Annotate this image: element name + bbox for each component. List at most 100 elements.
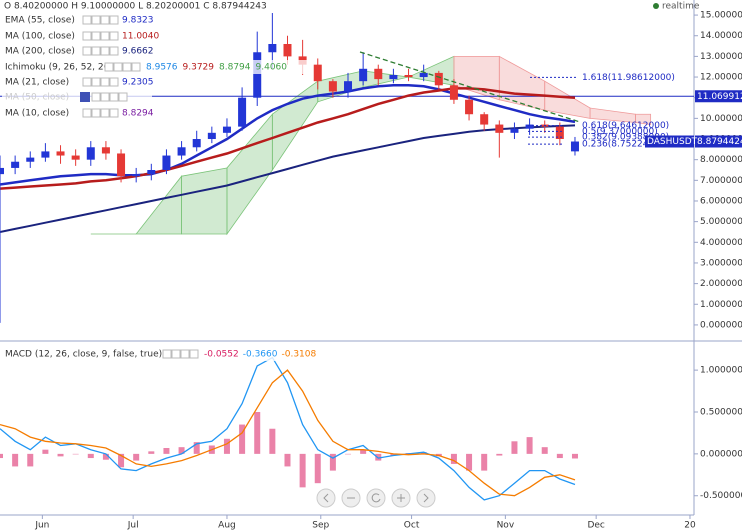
macd-line (0, 356, 576, 501)
candle-body (253, 52, 262, 98)
legend-icon (100, 46, 110, 56)
histogram-bar (284, 453, 291, 467)
candle-body (177, 147, 186, 156)
candle-body (192, 139, 201, 148)
legend-icon (91, 92, 101, 102)
candle-body (510, 128, 519, 133)
candle-body (359, 68, 368, 82)
macd-title: MACD (12, 26, close, 9, false, true) (5, 350, 162, 360)
legend-icon (82, 77, 92, 87)
histogram-bar (148, 451, 155, 454)
histogram-bar (360, 449, 367, 454)
legend-name: Ichimoku (9, 26, 52, 26) (5, 63, 113, 73)
candle-body (328, 81, 337, 92)
candle-body (344, 81, 353, 92)
histogram-bar (27, 453, 34, 467)
candle-body (555, 126, 564, 140)
x-tick-label: Jul (127, 521, 139, 531)
fib-label: 1.618(11.98612000) (582, 73, 675, 83)
legend-icon (109, 31, 119, 41)
histogram-bar (118, 453, 125, 468)
legend-value: 9.4060 (256, 63, 288, 73)
x-tick-label: 20 (684, 521, 696, 531)
legend-icon (80, 92, 90, 102)
legend-value: 9.8323 (122, 16, 154, 26)
scroll-right-button[interactable] (416, 488, 436, 508)
scroll-left-button[interactable] (316, 488, 336, 508)
legend-icon (82, 15, 92, 25)
candle-body (404, 74, 413, 78)
legend-value: 9.2305 (122, 78, 154, 88)
candle-body (495, 124, 504, 133)
legend-icon (122, 62, 132, 72)
legend-name: MA (100, close) (5, 32, 75, 42)
status-label: realtime (662, 2, 700, 12)
legend-icon (131, 62, 141, 72)
trend-line (359, 51, 581, 123)
y-tick-label: 6.00000000 (700, 196, 742, 206)
histogram-bar (450, 453, 457, 464)
x-tick-label: Sep (312, 521, 329, 531)
histogram-bar (496, 453, 503, 456)
histogram-bar (526, 437, 533, 454)
candle-body (71, 155, 80, 160)
reset-button[interactable] (366, 488, 386, 508)
legend-name: MA (50, close) (5, 93, 69, 103)
histogram-bar (390, 453, 397, 456)
y-tick-label: 4.00000000 (700, 238, 742, 248)
candle-body (374, 68, 383, 80)
histogram-bar (12, 453, 19, 467)
candle-body (0, 167, 4, 175)
zoom-out-button[interactable] (341, 488, 361, 508)
candle-body (41, 151, 50, 158)
y-tick-label: 3.00000000 (700, 258, 742, 268)
histogram-bar (314, 453, 321, 484)
zoom-in-button[interactable] (391, 488, 411, 508)
histogram-bar (193, 442, 200, 454)
histogram-bar (299, 453, 306, 488)
legend-icon (91, 77, 101, 87)
cloud-segment (181, 167, 228, 235)
legend-name: MA (21, close) (5, 78, 69, 88)
candle-body (313, 64, 322, 82)
candle-body (449, 85, 458, 100)
legend-icon (109, 15, 119, 25)
y-tick-label: 8.00000000 (700, 155, 742, 165)
legend-icon (171, 349, 181, 359)
histogram-bar (239, 424, 246, 454)
candle-body (11, 161, 20, 168)
legend-value: 9.6662 (122, 47, 154, 57)
histogram-bar (345, 453, 352, 455)
histogram-bar (72, 453, 79, 455)
histogram-bar (0, 453, 3, 459)
legend-icon (113, 62, 123, 72)
fib-label: 0.382(9.09388000) (582, 133, 669, 143)
candle-body (117, 153, 126, 177)
legend-value: -0.3108 (282, 350, 317, 360)
legend-value: 11.0040 (122, 32, 159, 42)
legend-icon (100, 92, 110, 102)
candle-body (132, 174, 141, 177)
symbol-label: DASHUSDT (647, 137, 698, 147)
candle-body (480, 114, 489, 125)
candle-body (465, 99, 474, 115)
candle-body (147, 170, 156, 175)
legend-icon (82, 46, 92, 56)
histogram-bar (329, 453, 336, 471)
y-tick-label: 12.0000000 (700, 73, 742, 83)
price-line-label: 11.0699121 (697, 92, 742, 102)
histogram-bar (269, 428, 276, 454)
legend-icon (118, 92, 128, 102)
y-tick-label: 14.0000000 (700, 31, 742, 41)
legend-icon (109, 108, 119, 118)
legend-icon (180, 349, 190, 359)
signal-line (0, 369, 576, 497)
candle-body (56, 151, 65, 156)
symbol-box (645, 135, 694, 148)
price-line-box (695, 90, 742, 103)
legend-name: MA (10, close) (5, 109, 69, 119)
legend-value: 9.3729 (183, 63, 215, 73)
x-tick-label: Aug (218, 521, 236, 531)
legend-bg (2, 60, 312, 74)
